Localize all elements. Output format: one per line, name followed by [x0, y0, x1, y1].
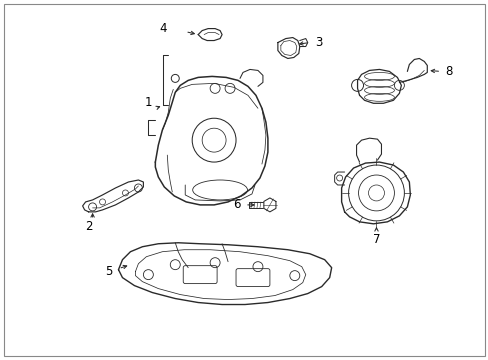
Text: 2: 2 [85, 220, 92, 233]
Text: 1: 1 [144, 96, 152, 109]
Text: 3: 3 [314, 36, 322, 49]
Text: 8: 8 [444, 65, 452, 78]
Text: 6: 6 [233, 198, 241, 211]
Text: 5: 5 [105, 265, 112, 278]
Text: 7: 7 [372, 233, 380, 246]
Text: 4: 4 [159, 22, 167, 35]
